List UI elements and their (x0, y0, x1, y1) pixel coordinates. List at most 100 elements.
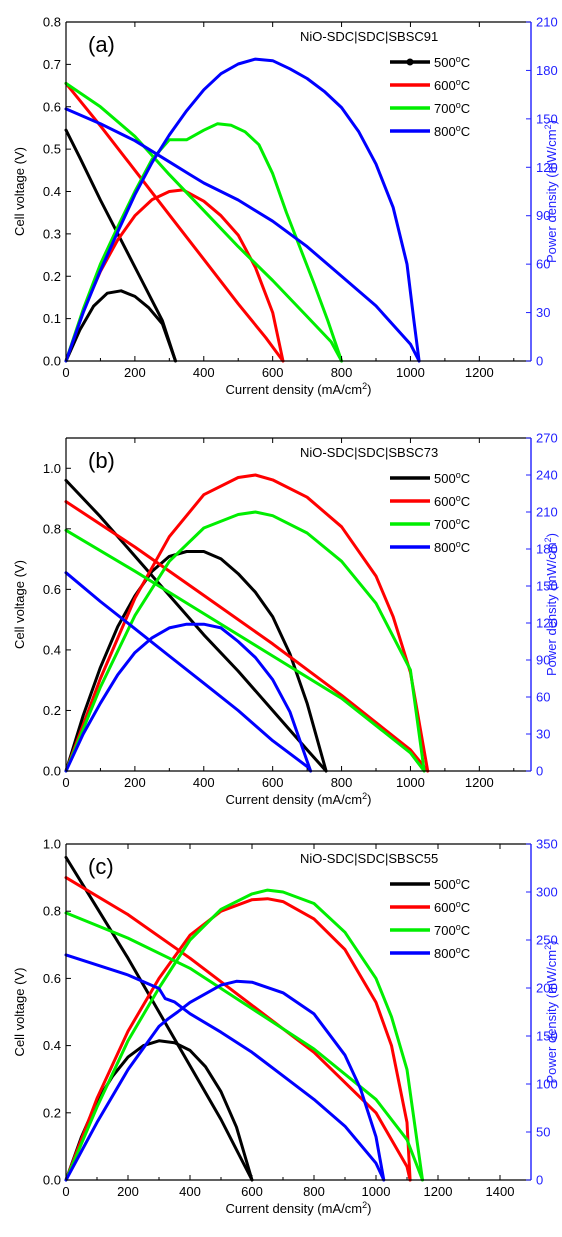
legend-item-500: 500oC (390, 54, 470, 70)
power-line-700 (64, 510, 426, 773)
y2-tick-label: 120 (536, 160, 558, 175)
y-tick-label: 0.7 (43, 57, 61, 72)
voltage-line-500 (64, 128, 177, 363)
x-tick-label: 1000 (396, 775, 425, 790)
panel-a: 0 200 400 600 800 1000 12000.00.10.20.30.40.50… (12, 15, 559, 398)
legend-label: 800oC (434, 123, 470, 139)
y2-tick-label: 120 (536, 616, 558, 631)
legend-item-800: 800oC (390, 945, 470, 961)
y-tick-label: 1.0 (43, 837, 61, 852)
y2-tick-label: 0 (536, 354, 543, 369)
y2-tick-label: 240 (536, 468, 558, 483)
x-tick-label: 600 (262, 365, 284, 380)
y-tick-label: 0.4 (43, 184, 61, 199)
x-tick-label: 1200 (424, 1184, 453, 1199)
x-tick-label: 0 (62, 775, 69, 790)
y2-ticks: 0 30 60 90 120 150 180 210 240 270 (526, 431, 558, 779)
y2-tick-label: 90 (536, 653, 550, 668)
legend-title: NiO-SDC|SDC|SBSC91 (300, 29, 438, 44)
legend-item-500: 500oC (390, 876, 470, 892)
voltage-line-700 (64, 81, 344, 363)
legend-item-700: 700oC (390, 100, 470, 116)
legend: NiO-SDC|SDC|SBSC73 500oC 600oC 700oC 800oC (300, 445, 470, 555)
x-ticks: 0 200 400 600 800 1000 1200 (62, 438, 515, 790)
voltage-line-700 (64, 528, 426, 773)
x-tick-label: 400 (193, 775, 215, 790)
y2-tick-label: 60 (536, 257, 550, 272)
legend-label: 800oC (434, 539, 470, 555)
x-tick-label: 800 (303, 1184, 325, 1199)
legend-item-800: 800oC (390, 539, 470, 555)
legend-item-700: 700oC (390, 922, 470, 938)
y-axis-label: Cell voltage (V) (12, 968, 27, 1057)
y-axis-label: Cell voltage (V) (12, 560, 27, 649)
y2-ticks: 0 30 60 90 120 150 180 210 (526, 15, 558, 369)
y2-tick-label: 210 (536, 505, 558, 520)
voltage-line-800 (64, 953, 386, 1182)
y2-tick-label: 250 (536, 933, 558, 948)
legend-label: 700oC (434, 100, 470, 116)
legend-label: 500oC (434, 876, 470, 892)
x-tick-label: 600 (241, 1184, 263, 1199)
panel-label: (b) (88, 448, 115, 473)
voltage-line-700 (64, 911, 424, 1182)
y-tick-label: 0.3 (43, 226, 61, 241)
y-tick-label: 0.0 (43, 764, 61, 779)
x-tick-label: 400 (193, 365, 215, 380)
legend: NiO-SDC|SDC|SBSC55 500oC 600oC 700oC 800oC (300, 851, 470, 961)
y2-tick-label: 150 (536, 111, 558, 126)
y2-tick-label: 30 (536, 727, 550, 742)
y2-tick-label: 50 (536, 1125, 550, 1140)
series-lines (64, 473, 430, 773)
y2-tick-label: 180 (536, 542, 558, 557)
y-axis-label: Cell voltage (V) (12, 147, 27, 236)
x-tick-label: 1400 (486, 1184, 515, 1199)
y-ticks: 0.0 0.2 0.4 0.6 0.8 1.0 (43, 461, 71, 779)
y2-tick-label: 0 (536, 764, 543, 779)
y-tick-label: 0.8 (43, 521, 61, 536)
x-tick-label: 0 (62, 1184, 69, 1199)
y2-axis-label: Power density (mW/cm2) (543, 941, 559, 1084)
y-tick-label: 0.0 (43, 354, 61, 369)
voltage-line-500 (64, 478, 328, 773)
x-tick-label: 1000 (362, 1184, 391, 1199)
x-axis-label: Current density (mA/cm2) (226, 381, 372, 397)
x-tick-label: 200 (124, 365, 146, 380)
voltage-line-500 (64, 855, 254, 1182)
power-line-800 (64, 57, 421, 363)
power-line-600 (64, 897, 412, 1182)
y2-tick-label: 200 (536, 981, 558, 996)
y-tick-label: 0.8 (43, 904, 61, 919)
y-tick-label: 0.6 (43, 99, 61, 114)
x-axis-label: Current density (mA/cm2) (226, 791, 372, 807)
legend-title: NiO-SDC|SDC|SBSC73 (300, 445, 438, 460)
y2-tick-label: 150 (536, 1029, 558, 1044)
y2-tick-label: 0 (536, 1173, 543, 1188)
power-line-700 (64, 122, 344, 363)
y-tick-label: 1.0 (43, 461, 61, 476)
legend-marker (406, 58, 414, 66)
power-line-700 (64, 888, 424, 1182)
y-tick-label: 0.5 (43, 142, 61, 157)
legend-title: NiO-SDC|SDC|SBSC55 (300, 851, 438, 866)
y2-tick-label: 60 (536, 690, 550, 705)
legend-label: 600oC (434, 77, 470, 93)
y2-tick-label: 210 (536, 15, 558, 30)
y-tick-label: 0.8 (43, 15, 61, 30)
series-lines (64, 855, 424, 1182)
legend-label: 600oC (434, 899, 470, 915)
voltage-line-600 (64, 500, 430, 773)
x-axis-label: Current density (mA/cm2) (226, 1200, 372, 1216)
y-tick-label: 0.2 (43, 1105, 61, 1120)
x-tick-label: 400 (179, 1184, 201, 1199)
legend-item-700: 700oC (390, 516, 470, 532)
voltage-line-600 (64, 81, 285, 363)
x-tick-label: 800 (331, 365, 353, 380)
voltage-line-800 (64, 107, 421, 363)
legend-label: 700oC (434, 922, 470, 938)
x-ticks: 0 200 400 600 800 1000 1200 1400 (62, 844, 514, 1199)
power-line-500 (64, 550, 328, 773)
y-tick-label: 0.2 (43, 703, 61, 718)
y2-tick-label: 180 (536, 63, 558, 78)
